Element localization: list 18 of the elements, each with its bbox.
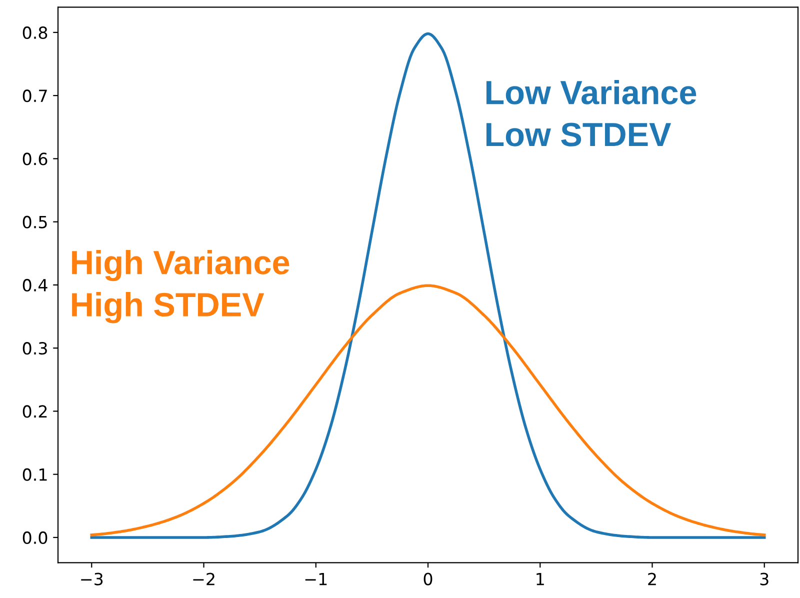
y-tick-label: 0.5 — [22, 216, 47, 228]
y-tick-label: 0.2 — [22, 405, 47, 418]
x-tick-label: 2 — [648, 572, 656, 586]
y-tick-label: 0.3 — [22, 342, 47, 355]
y-tick-label: 0.8 — [22, 26, 48, 39]
y-tick-label: 0.7 — [22, 90, 47, 102]
x-tick-label: −1 — [305, 572, 327, 586]
y-tick-label: 0.4 — [22, 278, 48, 292]
series-label: High Variance High STDEV — [72, 250, 290, 324]
x-tick-label: 1 — [536, 572, 544, 586]
x-tick-label: 3 — [760, 572, 768, 586]
x-tick-label: −3 — [81, 572, 103, 586]
series-label: Low Variance Low STDEV — [486, 80, 696, 146]
x-tick-label: 0 — [424, 572, 432, 586]
y-tick-label: 0.0 — [22, 531, 48, 544]
y-tick-label: 0.1 — [22, 468, 47, 481]
x-tick-label: −2 — [193, 572, 214, 586]
y-tick-label: 0.6 — [22, 152, 48, 166]
